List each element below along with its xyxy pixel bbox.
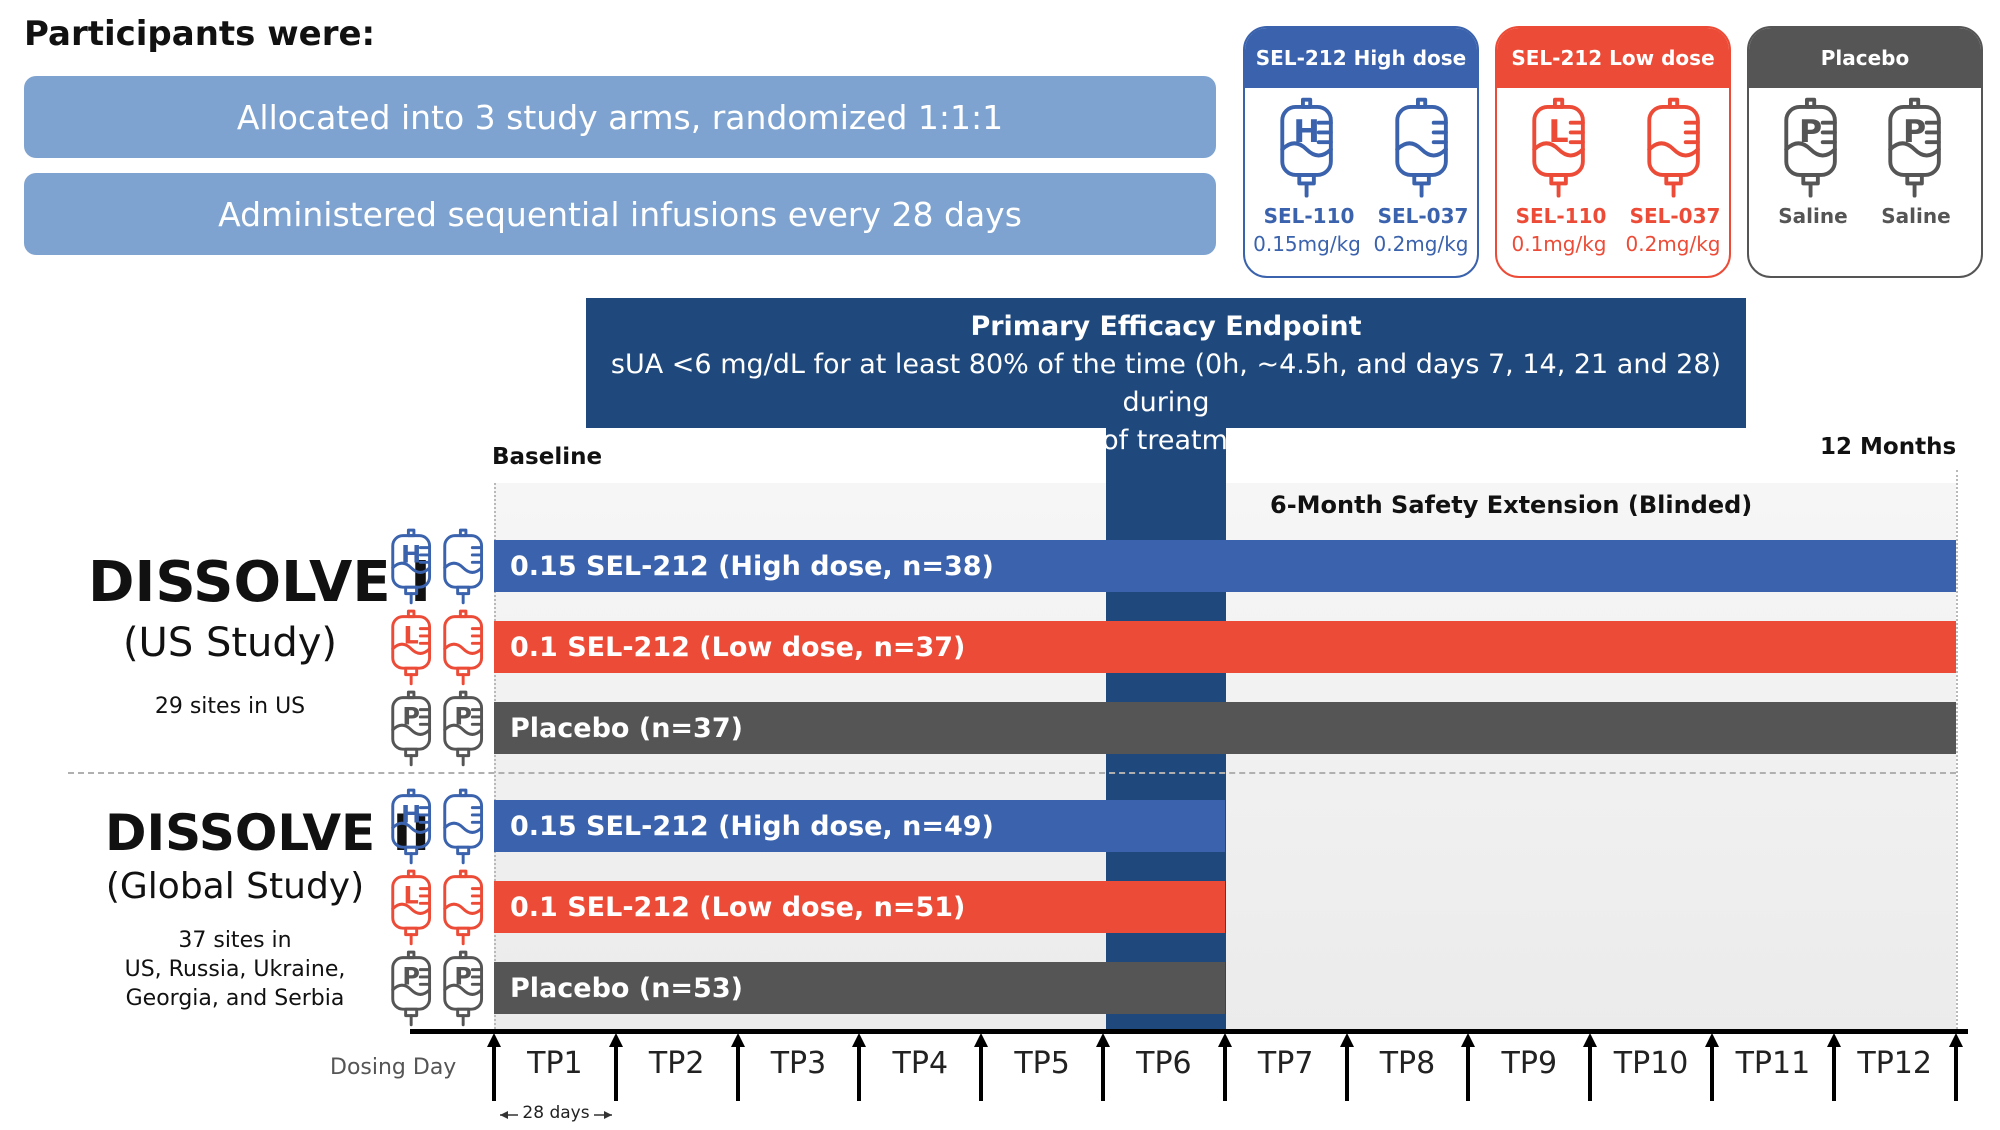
svg-text:L: L [404,881,419,909]
arm-drug: Saline [1881,204,1951,228]
primary-endpoint-box: Primary Efficacy Endpoint sUA <6 mg/dL f… [586,298,1746,456]
svg-text:P: P [402,702,420,730]
iv-bag-icon: P [1888,97,1941,198]
treatment-period-label: TP4 [892,1046,949,1081]
dosing-day-arrow [1583,1033,1598,1101]
iv-bag-icon: H [391,788,432,865]
iv-bag-icon [443,869,484,946]
iv-bag-icon: H [1280,97,1333,198]
study-subtitle: (Global Study) [105,866,365,907]
dosing-day-arrow [852,1033,867,1101]
treatment-period-label: TP11 [1735,1046,1811,1081]
dosing-day-arrow [1461,1033,1476,1101]
svg-text:P: P [402,962,420,990]
treatment-period-label: TP8 [1379,1046,1436,1081]
arm-card-placebo: Placebo P P Saline Saline [1747,26,1983,278]
arm-drug: SEL-037 [1629,204,1721,228]
iv-bag-icon: L [1532,97,1585,198]
svg-text:P: P [1903,114,1926,150]
svg-text:H: H [401,800,421,828]
svg-text:H: H [1293,114,1319,150]
iv-bag-icon [1647,97,1700,198]
iv-bag-icon [443,788,484,865]
iv-bag-icon: P [443,950,484,1027]
treatment-period-label: TP6 [1136,1046,1192,1081]
treatment-period-label: TP9 [1501,1046,1558,1081]
safety-extension-label: 6-Month Safety Extension (Blinded) [1270,491,1753,519]
page-heading: Participants were: [24,14,376,54]
iv-bag-icon [443,609,484,686]
iv-bag-icon: P [443,690,484,767]
study-subtitle: (US Study) [122,620,338,666]
arm-drug: SEL-110 [1515,204,1607,228]
arm-card-high: SEL-212 High dose H SEL-110 SEL-037 0.15… [1243,26,1479,278]
endpoint-text: month 6 of treatment (TP6) [980,425,1352,456]
treatment-period-label: TP12 [1857,1046,1932,1081]
arm-dose: 0.2mg/kg [1373,232,1469,256]
study-sites: 29 sites in US [154,694,306,719]
arm-drug: SEL-037 [1377,204,1469,228]
iv-bag-icon: P [391,950,432,1027]
svg-text:H: H [401,540,421,568]
arm-dose: 0.15mg/kg [1253,232,1361,256]
month12-label: 12 Months [1820,434,1957,460]
treatment-period-label: TP10 [1613,1046,1689,1081]
svg-text:P: P [1799,114,1822,150]
treatment-period-label: TP3 [770,1046,827,1081]
dosing-day-arrow [1217,1033,1232,1101]
dosing-day-label: Dosing Day [330,1055,457,1080]
endpoint-text: sUA <6 mg/dL for at least 80% of the tim… [610,349,1722,418]
arm-title-low: SEL-212 Low dose [1497,28,1729,88]
dosing-day-arrow [974,1033,989,1101]
treatment-bar: Placebo (n=37) [494,702,1956,754]
treatment-period-label: TP5 [1014,1046,1070,1081]
arm-dose: 0.2mg/kg [1625,232,1721,256]
timeline-axis [410,1029,1968,1034]
arm-title-high: SEL-212 High dose [1245,28,1477,88]
dosing-day-arrow [1096,1033,1110,1101]
iv-bag-icon: P [391,690,432,767]
treatment-bar: 0.1 SEL-212 (Low dose, n=37) [494,621,1956,673]
treatment-bar: 0.15 SEL-212 (High dose, n=49) [494,800,1225,852]
iv-bag-icon [1395,97,1448,198]
svg-text:L: L [1549,114,1569,150]
dosing-day-arrow [1826,1033,1841,1101]
iv-bag-icon [443,528,484,605]
dosing-day-arrow [1948,1033,1963,1101]
month12-guide [1956,470,1958,1029]
treatment-bar: 0.15 SEL-212 (High dose, n=38) [494,540,1956,592]
dosing-day-arrow [487,1033,501,1101]
baseline-label: Baseline [492,444,603,470]
arm-drug: SEL-110 [1263,204,1355,228]
arm-card-low: SEL-212 Low dose L SEL-110 SEL-037 0.1mg… [1495,26,1731,278]
study-separator [68,772,1956,774]
iv-bag-icon: H [391,528,432,605]
svg-text:P: P [454,962,472,990]
study-title: DISSOLVE II [105,804,430,862]
allocation-pill: Allocated into 3 study arms, randomized … [24,76,1216,158]
infusion-pill: Administered sequential infusions every … [24,173,1216,255]
arm-drug: Saline [1778,204,1848,228]
svg-text:P: P [454,702,472,730]
treatment-period-label: TP7 [1257,1046,1314,1081]
endpoint-title: Primary Efficacy Endpoint [970,311,1362,342]
treatment-period-label: TP2 [648,1046,705,1081]
dosing-day-arrow [1339,1033,1354,1101]
treatment-bar: Placebo (n=53) [494,962,1225,1014]
treatment-period-label: TP1 [527,1046,583,1081]
treatment-bar: 0.1 SEL-212 (Low dose, n=51) [494,881,1225,933]
dosing-day-arrow [608,1033,623,1101]
arm-dose: 0.1mg/kg [1511,232,1607,256]
baseline-guide [494,483,496,1029]
study-title: DISSOLVE I [88,550,431,615]
dosing-day-arrow [730,1033,745,1101]
arm-title-placebo: Placebo [1749,28,1981,88]
iv-bag-icon: L [391,869,432,946]
iv-bag-icon: P [1784,97,1837,198]
svg-text:L: L [404,621,419,649]
interval-annotation: 28 days [498,1102,614,1126]
study-sites: 37 sites in US, Russia, Ukraine, Georgia, … [124,928,346,1011]
dosing-day-arrow [1705,1033,1719,1101]
iv-bag-icon: L [391,609,432,686]
